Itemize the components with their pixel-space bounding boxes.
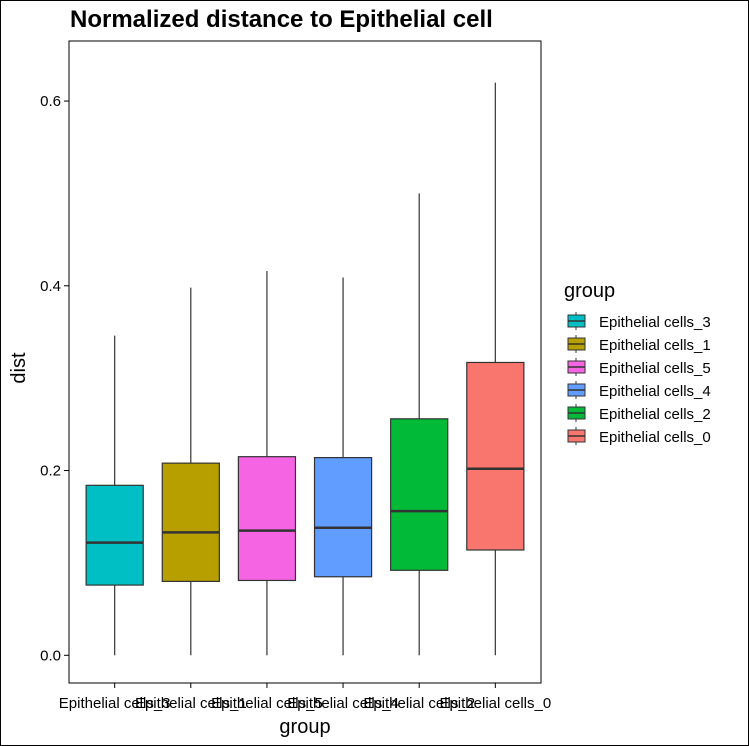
box-3 xyxy=(237,271,297,656)
legend-item: Epithelial cells_3 xyxy=(567,312,711,331)
legend-item: Epithelial cells_2 xyxy=(567,404,711,423)
legend-item: Epithelial cells_5 xyxy=(567,358,711,377)
x-tick-label: Epithelial cells_0 xyxy=(439,695,551,712)
legend: group Epithelial cells_3 Epithelial cells… xyxy=(564,280,711,446)
legend-item: Epithelial cells_0 xyxy=(567,427,711,446)
box-5 xyxy=(390,193,449,656)
x-tick-label: Epithelial cells_5 xyxy=(211,695,323,712)
box-iqr xyxy=(161,462,220,582)
x-tick-label: Epithelial cells_2 xyxy=(363,695,475,712)
y-tick-label: 0.4 xyxy=(40,278,61,295)
box-iqr xyxy=(466,361,525,551)
legend-label: Epithelial cells_0 xyxy=(599,429,711,446)
legend-label: Epithelial cells_3 xyxy=(599,314,711,331)
y-axis-title: dist xyxy=(8,352,30,384)
boxes-layer xyxy=(85,82,525,656)
y-tick-label: 0.0 xyxy=(40,647,61,664)
x-tick-label: Epithelial cells_4 xyxy=(287,695,399,712)
y-tick-label: 0.6 xyxy=(40,93,61,110)
y-tick-label: 0.2 xyxy=(40,463,61,480)
x-tick-label: Epithelial cells_3 xyxy=(59,695,171,712)
legend-label: Epithelial cells_5 xyxy=(599,360,711,377)
box-1 xyxy=(85,335,144,656)
legend-label: Epithelial cells_4 xyxy=(599,383,711,400)
x-tick-label: Epithelial cells_1 xyxy=(135,695,247,712)
x-axis-title: group xyxy=(279,716,330,738)
legend-label: Epithelial cells_1 xyxy=(599,337,711,354)
legend-title: group xyxy=(564,280,615,302)
legend-item: Epithelial cells_1 xyxy=(567,335,711,354)
box-iqr xyxy=(390,418,449,571)
box-2 xyxy=(161,287,220,656)
y-axis: 0.0 0.2 0.4 0.6 xyxy=(40,93,69,664)
box-iqr xyxy=(85,484,144,586)
box-4 xyxy=(313,277,373,656)
legend-label: Epithelial cells_2 xyxy=(599,406,711,423)
plot-panel xyxy=(68,40,542,684)
box-6 xyxy=(466,82,525,656)
legend-item: Epithelial cells_4 xyxy=(567,381,711,400)
box-iqr xyxy=(313,457,373,578)
chart-title: Normalized distance to Epithelial cell xyxy=(70,6,493,33)
box-iqr xyxy=(237,456,297,582)
